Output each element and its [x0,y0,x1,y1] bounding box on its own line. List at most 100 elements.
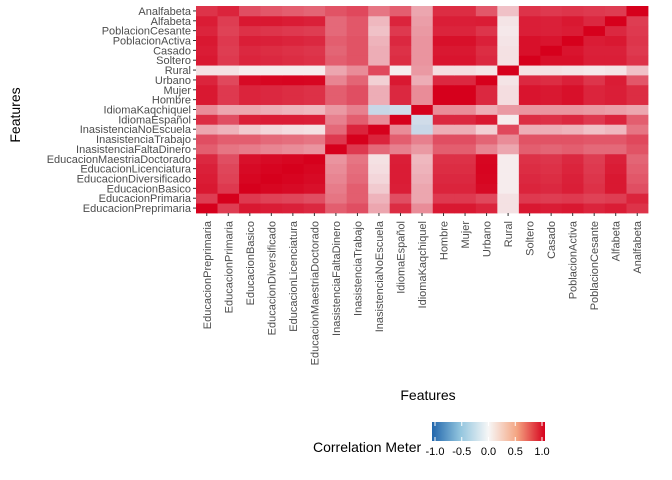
heatmap-cell [260,173,283,184]
heatmap-cell [260,75,283,86]
heatmap-cell [389,114,412,125]
heatmap-cell [540,104,563,115]
heatmap-cell [411,124,434,135]
heatmap-cell [454,6,477,17]
heatmap-cell [346,104,369,115]
heatmap-cell [346,134,369,145]
heatmap-cell [454,65,477,76]
heatmap-cell [497,45,520,56]
y-tick-label: Urbano [155,75,191,87]
heatmap-cell [604,163,627,174]
heatmap-cell [303,65,326,76]
heatmap-cell [239,25,261,36]
heatmap-cell [432,114,455,125]
heatmap-cell [282,163,305,174]
x-tick-label: Rural [503,221,515,247]
heatmap-cell [583,153,606,165]
heatmap-cell [497,134,520,145]
heatmap-cell [303,45,326,56]
heatmap-cell [282,65,305,76]
heatmap-cell [196,94,218,105]
heatmap-cell [196,25,218,36]
x-tick-label: EducacionMaestriaDoctorado [309,221,321,365]
heatmap-cell [346,183,369,194]
heatmap-cell [303,6,326,17]
heatmap-cell [432,153,455,165]
heatmap-cell [583,25,606,36]
heatmap-cell [260,45,283,56]
heatmap-cell [432,45,455,56]
heatmap-cell [540,173,563,184]
heatmap-cell [411,193,434,204]
heatmap-cell [346,114,369,125]
heatmap-cell [411,15,434,27]
heatmap-cell [540,183,563,194]
heatmap-cell [282,183,305,194]
x-tick-label: IdiomaKaqchiquel [417,221,429,308]
heatmap-cell [432,173,455,184]
heatmap-cell [561,6,584,17]
heatmap-cell [196,124,218,135]
heatmap-cell [239,65,261,76]
legend-tick-label: 1.0 [534,446,549,458]
heatmap-cell [389,94,412,105]
heatmap-cell [518,163,541,174]
heatmap-cell [475,94,498,105]
heatmap-cell [368,144,391,155]
heatmap-cell [454,144,477,155]
heatmap-cell [454,35,477,46]
x-tick-label: PoblacionCesante [589,221,601,310]
heatmap-cell [604,15,627,27]
x-tick-label: PoblacionActiva [568,220,580,299]
heatmap-cell [626,25,649,36]
heatmap-cell [325,203,348,214]
heatmap-cell [475,193,498,204]
heatmap-cells [196,6,649,214]
heatmap-cell [303,124,326,135]
x-tick-label: Mujer [460,221,472,249]
heatmap-cell [239,183,261,194]
heatmap-cell [217,84,240,96]
heatmap-cell [303,15,326,27]
heatmap-cell [196,65,218,76]
heatmap-cell [518,75,541,86]
heatmap-cell [368,124,391,135]
y-tick-label: IdiomaKaqchiquel [104,105,191,117]
heatmap-cell [239,55,261,66]
heatmap-cell [325,65,348,76]
heatmap-cell [475,203,498,214]
heatmap-cell [239,173,261,184]
heatmap-cell [217,35,240,46]
heatmap-cell [561,45,584,56]
heatmap-cell [239,203,261,214]
heatmap-cell [303,104,326,115]
heatmap-cell [217,65,240,76]
heatmap-cell [389,15,412,27]
heatmap-cell [346,75,369,86]
heatmap-cell [497,6,520,17]
x-tick-label: Casado [546,221,558,259]
x-tick-label: EducacionBasico [245,221,257,305]
heatmap-cell [217,144,240,155]
y-tick-label: EducacionPreprimaria [83,203,192,215]
heatmap-cell [325,6,348,17]
heatmap-cell [604,104,627,115]
heatmap-cell [282,15,305,27]
heatmap-cell [389,35,412,46]
heatmap-cell [325,45,348,56]
heatmap-cell [196,55,218,66]
heatmap-cell [583,75,606,86]
heatmap-cell [454,134,477,145]
heatmap-cell [432,183,455,194]
heatmap-cell [454,114,477,125]
heatmap-cell [303,183,326,194]
heatmap-cell [540,134,563,145]
y-tick-label: Alfabeta [151,16,192,28]
heatmap-cell [346,163,369,174]
heatmap-cell [626,84,649,96]
heatmap-cell [497,104,520,115]
heatmap-cell [368,163,391,174]
x-axis-ticks: EducacionPreprimaria EducacionPrimaria Edu… [202,213,644,365]
heatmap-cell [346,193,369,204]
heatmap-cell [432,124,455,135]
